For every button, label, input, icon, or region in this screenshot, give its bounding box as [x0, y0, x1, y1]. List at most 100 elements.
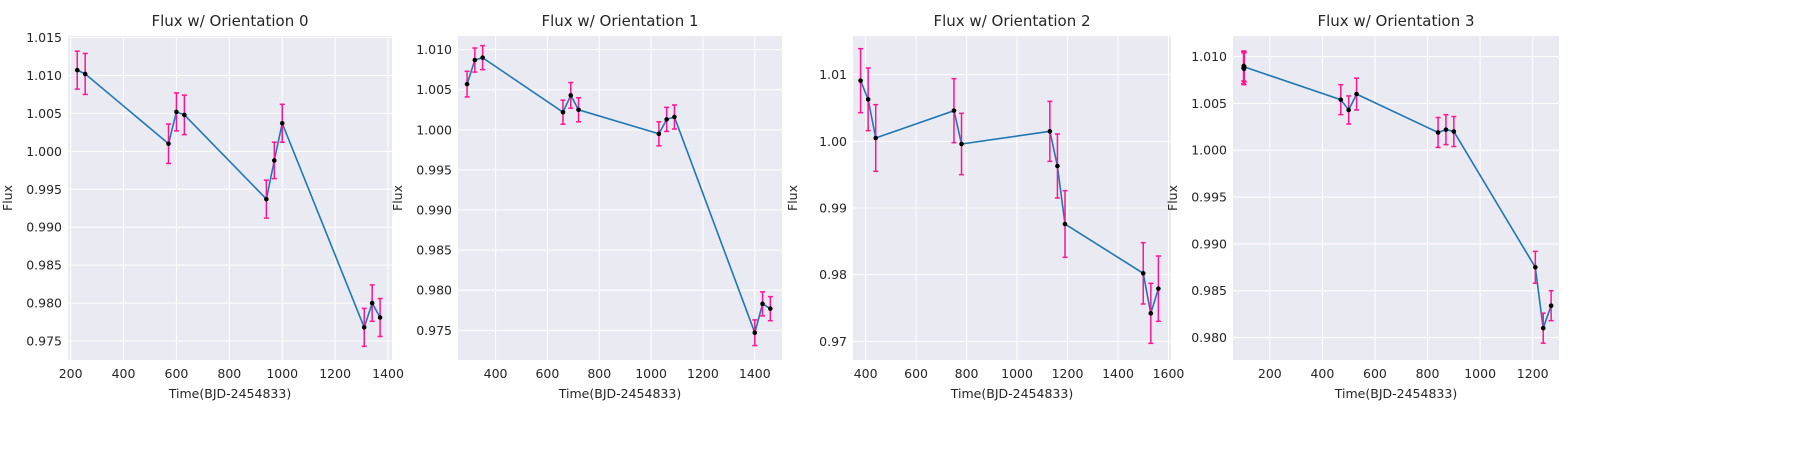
data-point-3: [951, 108, 957, 113]
x-tick-label-0: 400: [484, 366, 508, 381]
data-point-4: [182, 112, 187, 118]
data-point-0: [858, 78, 863, 83]
chart-panel-3: 200 400 600 800 1000 1200 0.980 0.985 0.990 0.995…: [1165, 12, 1559, 401]
y-axis-label: Flux: [1165, 185, 1180, 211]
y-tick-label-3: 0.995: [1191, 190, 1227, 205]
data-point-3: [1242, 64, 1247, 70]
x-tick-label-4: 1000: [1464, 366, 1496, 381]
data-point-5: [576, 107, 581, 113]
y-tick-label-6: 1.010: [1191, 49, 1227, 64]
y-tick-label-3: 0.990: [26, 220, 62, 235]
y-tick-label-1: 0.980: [416, 283, 452, 298]
data-point-5: [264, 196, 269, 202]
x-axis-label: Time(BJD-2454833): [1334, 386, 1457, 401]
data-point-2: [480, 55, 485, 60]
x-tick-label-2: 800: [587, 366, 611, 381]
x-tick-label-5: 1400: [739, 366, 771, 381]
chart-title: Flux w/ Orientation 3: [1317, 12, 1474, 30]
x-tick-label-4: 1200: [687, 366, 719, 381]
y-tick-label-1: 0.985: [1191, 283, 1227, 298]
grid: [68, 36, 392, 360]
y-tick-label-4: 1.01: [819, 67, 847, 82]
data-point-9: [1451, 129, 1457, 134]
x-tick-label-1: 400: [1310, 366, 1334, 381]
y-tick-label-2: 0.985: [26, 258, 62, 273]
x-tick-label-3: 800: [1416, 366, 1440, 381]
x-tick-label-1: 600: [535, 366, 559, 381]
data-point-0: [464, 81, 470, 87]
x-axis-label: Time(BJD-2454833): [950, 386, 1073, 401]
y-tick-label-2: 0.99: [819, 201, 847, 216]
data-point-1: [865, 97, 871, 102]
data-point-3: [560, 109, 566, 115]
y-tick-label-0: 0.980: [1191, 330, 1227, 345]
data-point-10: [760, 301, 765, 307]
x-tick-label-2: 600: [1363, 366, 1387, 381]
plot-area: [853, 36, 1171, 360]
data-point-11: [1540, 325, 1546, 331]
data-point-4: [1338, 97, 1344, 102]
x-tick-label-2: 600: [165, 366, 189, 381]
y-tick-label-5: 1.000: [416, 122, 452, 137]
x-tick-label-5: 1200: [1517, 366, 1549, 381]
data-point-7: [279, 120, 285, 126]
y-tick-label-6: 1.005: [26, 106, 62, 121]
y-tick-label-1: 0.980: [26, 296, 62, 311]
y-tick-label-3: 1.00: [819, 134, 847, 149]
x-tick-label-0: 200: [59, 366, 83, 381]
y-tick-label-7: 1.010: [416, 42, 452, 57]
data-point-8: [1443, 127, 1449, 132]
x-tick-label-3: 1000: [635, 366, 667, 381]
x-tick-label-1: 600: [904, 366, 928, 381]
data-point-4: [959, 141, 964, 147]
y-tick-label-1: 0.98: [819, 267, 847, 282]
y-tick-label-4: 0.995: [26, 182, 62, 197]
x-tick-label-4: 1200: [1052, 366, 1084, 381]
x-axis-label: Time(BJD-2454833): [558, 386, 681, 401]
y-axis-label: Flux: [785, 185, 800, 211]
y-tick-label-7: 1.010: [26, 68, 62, 83]
x-tick-label-2: 800: [955, 366, 979, 381]
x-tick-label-3: 1000: [1001, 366, 1033, 381]
x-tick-label-6: 1600: [1153, 366, 1185, 381]
y-tick-label-4: 1.000: [1191, 143, 1227, 158]
x-tick-label-5: 1200: [319, 366, 351, 381]
y-tick-label-2: 0.990: [1191, 236, 1227, 251]
chart-panel-0: 200 400 600 800 1000 1200 1400 0.975 0.980 0.985 0…: [0, 12, 404, 401]
x-tick-label-0: 400: [854, 366, 878, 381]
data-point-6: [1055, 163, 1060, 169]
chart-panel-2: 400 600 800 1000 1200 1400 1600 0.97 0.98 0.99 1.0…: [785, 12, 1184, 401]
data-point-12: [1548, 303, 1554, 308]
y-tick-label-5: 1.000: [26, 144, 62, 159]
plot-area: [458, 36, 782, 360]
data-point-1: [82, 71, 88, 77]
y-tick-label-2: 0.985: [416, 243, 452, 258]
data-point-7: [1435, 130, 1441, 135]
data-point-1: [472, 57, 478, 63]
chart-title: Flux w/ Orientation 1: [541, 12, 698, 30]
data-point-4: [568, 93, 574, 98]
data-point-2: [873, 135, 879, 141]
data-point-5: [1346, 107, 1351, 113]
grid: [458, 36, 782, 360]
data-point-6: [272, 158, 277, 163]
y-tick-label-0: 0.97: [819, 334, 847, 349]
data-point-9: [752, 330, 758, 336]
x-tick-label-4: 1000: [266, 366, 298, 381]
chart-title: Flux w/ Orientation 0: [151, 12, 308, 30]
y-tick-label-0: 0.975: [26, 334, 62, 349]
y-tick-label-0: 0.975: [416, 323, 452, 338]
data-point-10: [377, 315, 383, 320]
y-tick-label-6: 1.005: [416, 82, 452, 97]
plot-area: [68, 36, 392, 360]
data-point-11: [768, 306, 773, 311]
plot-area: [1233, 36, 1559, 360]
y-tick-label-8: 1.015: [26, 30, 62, 45]
grid: [1233, 36, 1559, 360]
data-point-2: [166, 141, 171, 147]
x-tick-label-0: 200: [1258, 366, 1282, 381]
data-point-9: [1148, 311, 1154, 316]
data-point-7: [1062, 221, 1068, 227]
data-point-8: [672, 114, 677, 120]
